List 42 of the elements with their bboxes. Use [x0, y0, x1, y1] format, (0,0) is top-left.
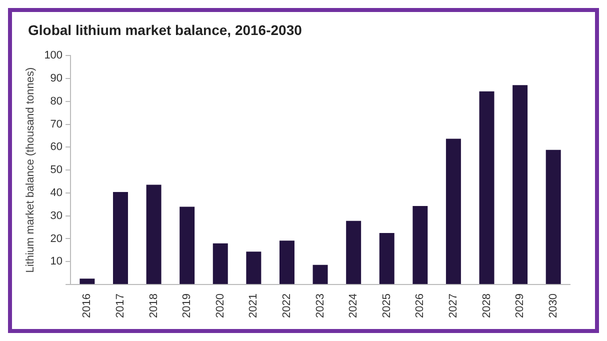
x-tick-label: 2022 [281, 294, 294, 318]
bar [479, 91, 494, 284]
bar [279, 240, 294, 284]
bar [113, 192, 128, 284]
x-tick-label: 2019 [181, 294, 194, 318]
y-tick-label: 40 [50, 186, 63, 199]
x-tick-label: 2030 [547, 294, 560, 318]
x-tick-label: 2021 [248, 294, 260, 318]
x-tick-label: 2023 [314, 294, 326, 318]
bar [512, 85, 528, 284]
x-tick-label: 2028 [480, 294, 493, 318]
x-tick-label: 2020 [214, 294, 226, 318]
bar [212, 243, 228, 284]
x-tick-label: 2017 [114, 294, 127, 318]
bar [379, 233, 394, 284]
x-tick-label: 2027 [447, 294, 460, 318]
bar [546, 150, 561, 284]
y-tick-label: 100 [44, 50, 63, 62]
y-tick-label: 20 [50, 232, 63, 245]
y-tick-label: 80 [50, 95, 63, 108]
x-tick-label: 2025 [380, 294, 393, 318]
y-tick-label: 50 [50, 164, 63, 176]
bar [246, 252, 262, 284]
x-tick-label: 2018 [148, 294, 160, 318]
x-tick-label: 2024 [348, 294, 360, 318]
bar [146, 184, 162, 284]
y-axis-title: Lithium market balance (thousand tonnes) [24, 67, 37, 273]
x-tick-label: 2026 [414, 294, 426, 318]
x-tick-label: 2016 [81, 294, 94, 318]
bar [180, 206, 195, 284]
x-tick-label: 2029 [514, 294, 526, 318]
y-tick-label: 90 [50, 72, 63, 85]
bar [312, 264, 328, 284]
y-tick-label: 30 [50, 210, 63, 222]
y-tick-label: 70 [50, 118, 63, 130]
chart-title: Global lithium market balance, 2016-2030 [28, 22, 302, 38]
y-tick-label: 10 [50, 256, 63, 268]
y-tick-label: 60 [50, 141, 63, 154]
bar [412, 206, 428, 284]
bar [80, 278, 95, 284]
bar [446, 138, 461, 284]
bar [346, 220, 362, 284]
